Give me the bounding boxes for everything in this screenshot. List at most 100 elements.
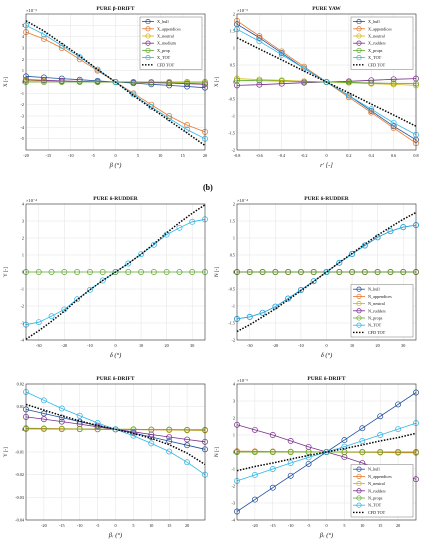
legend-marker bbox=[356, 33, 362, 39]
data-point-y-tot bbox=[166, 448, 173, 455]
data-point-y-tot bbox=[58, 405, 65, 412]
data-point-n-props bbox=[336, 269, 343, 275]
x-tick-label: 5 bbox=[132, 523, 134, 528]
x-tick-label: -20 bbox=[23, 153, 29, 158]
y-tick-label: 0 bbox=[22, 427, 24, 432]
data-point-n-props bbox=[251, 449, 258, 455]
x-tick-label: 30 bbox=[401, 343, 405, 348]
legend-marker bbox=[356, 315, 362, 321]
y-tick-label: -2 bbox=[232, 338, 236, 343]
data-point-n-props bbox=[374, 269, 381, 275]
data-point-n-props bbox=[400, 269, 407, 275]
data-point-n-tot bbox=[287, 460, 294, 467]
data-point-y-appendices bbox=[35, 319, 42, 326]
y-tick-label: -0.01 bbox=[15, 450, 24, 455]
data-point-n-hull bbox=[269, 484, 276, 491]
data-point-x-appendices bbox=[368, 109, 375, 116]
data-point-n-props bbox=[269, 449, 276, 455]
data-point-n-props bbox=[359, 449, 366, 455]
y-tick-label: -0.02 bbox=[15, 472, 24, 477]
data-point-y-prop bbox=[35, 269, 42, 275]
x-tick-label: -20 bbox=[41, 523, 47, 528]
y-tick-label: 1 bbox=[233, 236, 235, 241]
data-point-x-tot bbox=[390, 119, 397, 126]
data-point-x-tot bbox=[345, 92, 352, 99]
figure-sublabel: (b) bbox=[203, 183, 213, 192]
plot-frame bbox=[25, 383, 206, 521]
y-tick-label: 4 bbox=[22, 202, 25, 207]
x-tick-label: -10 bbox=[298, 343, 304, 348]
legend-marker bbox=[356, 293, 362, 299]
legend-label: N_TOT bbox=[368, 323, 382, 328]
y-tick-label: -1 bbox=[232, 304, 236, 309]
x-tick-label: -30 bbox=[247, 343, 253, 348]
x-tick-label: -5 bbox=[96, 523, 100, 528]
data-point-n-tot bbox=[387, 228, 394, 235]
x-axis-label: r' [-] bbox=[320, 162, 333, 169]
legend-label: N_rudders bbox=[368, 308, 386, 313]
data-point-x-rudders bbox=[390, 76, 397, 83]
y-tick-label: 0.5 bbox=[230, 253, 235, 258]
y-tick-label: -0.5 bbox=[228, 287, 235, 292]
data-point-x-tot bbox=[130, 91, 137, 98]
x-tick-label: 0 bbox=[325, 153, 327, 158]
data-point-y-hull bbox=[184, 442, 191, 449]
x-tick-label: 0 bbox=[325, 523, 327, 528]
y-tick-label: -4 bbox=[232, 518, 236, 523]
y-tick-label: -0.04 bbox=[15, 518, 25, 523]
data-point-n-props bbox=[310, 269, 317, 275]
data-point-y-prop bbox=[138, 269, 145, 275]
y-tick-label: -0.5 bbox=[228, 97, 235, 102]
legend-label: N_hull bbox=[368, 287, 380, 292]
data-point-y-prop bbox=[176, 269, 183, 275]
data-point-x-props bbox=[278, 78, 285, 84]
x-tick-label: -20 bbox=[273, 343, 279, 348]
y-tick-label: 2 bbox=[22, 236, 24, 241]
x-tick-label: 15 bbox=[167, 523, 171, 528]
data-point-n-tot bbox=[246, 313, 253, 320]
x-tick-label: -15 bbox=[46, 153, 52, 158]
chart-title: PURE δ-RUDDER bbox=[93, 196, 139, 202]
x-tick-label: 10 bbox=[149, 523, 153, 528]
data-point-y-rudders bbox=[166, 434, 173, 440]
y-tick-label: -0.03 bbox=[15, 495, 24, 500]
y-tick-label: 1.5 bbox=[230, 219, 235, 224]
data-point-x-props bbox=[301, 78, 308, 85]
data-point-y-appendices bbox=[99, 277, 106, 284]
legend-label: N_props bbox=[368, 316, 383, 321]
y-axis-label: Y [-] bbox=[4, 447, 9, 457]
data-point-x-props bbox=[368, 80, 375, 86]
legend-label: N_neutral bbox=[368, 481, 386, 486]
data-point-x-prop bbox=[58, 79, 65, 85]
legend-marker bbox=[145, 40, 151, 46]
chart-pure-delta-drift-y: -20 -15 -10 -5 0 5 10 15 20 -0.04 -0.03 -0.02 -0.01 0… bbox=[4, 376, 208, 539]
data-point-y-appendices bbox=[176, 224, 183, 231]
y-axis-label: X [-] bbox=[215, 77, 220, 87]
data-point-y-prop bbox=[99, 269, 106, 275]
legend-marker bbox=[356, 55, 362, 61]
x-tick-label: 0 bbox=[114, 343, 116, 348]
data-point-y-props bbox=[76, 426, 83, 433]
x-tick-label: -10 bbox=[68, 153, 74, 158]
data-point-y-prop bbox=[189, 269, 196, 275]
data-point-n-tot bbox=[395, 426, 402, 433]
y-tick-label: -2 bbox=[232, 484, 236, 489]
plot-frame bbox=[236, 13, 417, 151]
legend-marker bbox=[356, 322, 362, 328]
legend-label: CFD TOT bbox=[157, 62, 175, 67]
x-tick-label: -0.2 bbox=[301, 153, 308, 158]
x-tick-label: 0.8 bbox=[413, 153, 418, 158]
x-tick-label: 0.4 bbox=[369, 153, 375, 158]
legend-marker bbox=[145, 26, 151, 32]
legend-label: N_rudders bbox=[368, 488, 386, 493]
legend-label: N_neutral bbox=[368, 301, 386, 306]
legend-label: X_appendices bbox=[157, 26, 181, 31]
legend-marker bbox=[356, 47, 362, 53]
data-point-x-tot bbox=[278, 51, 285, 58]
data-point-n-tot bbox=[361, 242, 368, 249]
data-point-n-tot bbox=[359, 437, 366, 444]
x-tick-label: 0.2 bbox=[346, 153, 351, 158]
data-point-y-props bbox=[40, 425, 47, 432]
x-tick-label: -5 bbox=[307, 523, 311, 528]
